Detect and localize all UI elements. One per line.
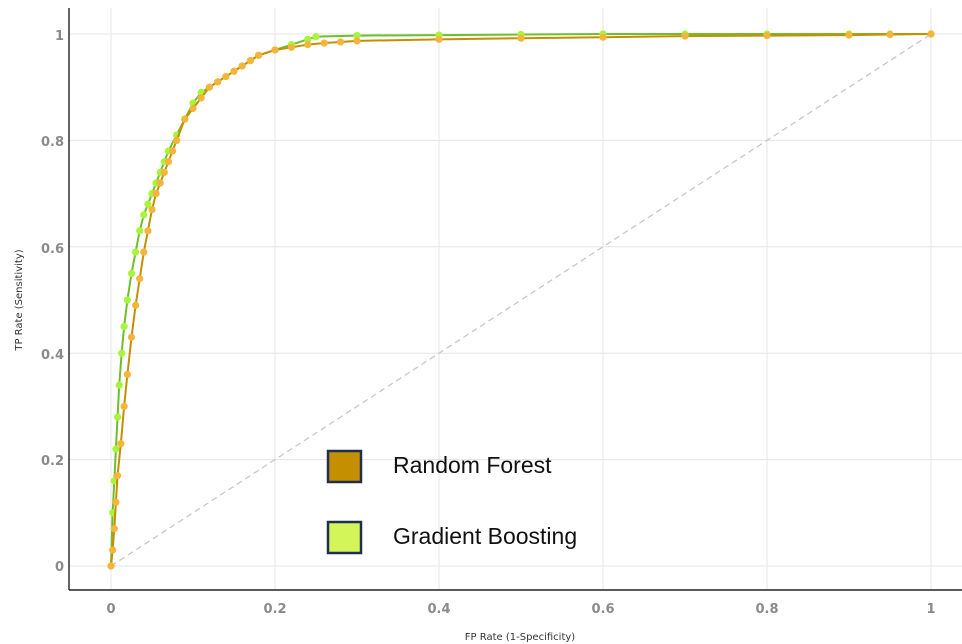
data-point-random-forest — [109, 546, 117, 554]
data-point-random-forest — [255, 51, 263, 59]
y-tick-label: 0.2 — [41, 454, 64, 469]
legend-label-random-forest: Random Forest — [393, 452, 552, 478]
data-point-random-forest — [927, 30, 935, 38]
data-point-random-forest — [156, 179, 164, 187]
x-tick-label: 0 — [106, 602, 115, 617]
data-point-random-forest — [246, 57, 254, 65]
data-point-random-forest — [845, 31, 853, 39]
y-tick-label: 0.6 — [41, 242, 64, 257]
data-point-random-forest — [136, 275, 144, 283]
data-point-random-forest — [148, 205, 156, 214]
data-point-gradient-boosting — [112, 445, 120, 453]
data-point-gradient-boosting — [120, 323, 128, 331]
x-tick-label: 0.4 — [427, 602, 450, 617]
data-point-random-forest — [112, 498, 120, 506]
data-point-random-forest — [127, 333, 136, 341]
data-point-random-forest — [181, 115, 189, 123]
data-point-random-forest — [230, 67, 238, 75]
data-point-random-forest — [271, 46, 279, 54]
data-point-random-forest — [238, 62, 246, 70]
data-point-random-forest — [337, 38, 345, 46]
data-point-random-forest — [152, 190, 160, 198]
x-tick-label: 1 — [926, 602, 935, 617]
data-point-random-forest — [120, 402, 128, 410]
data-point-gradient-boosting — [132, 248, 140, 256]
y-tick-label: 0.4 — [41, 348, 64, 363]
data-point-random-forest — [304, 41, 312, 49]
data-point-random-forest — [117, 440, 125, 448]
data-point-random-forest — [517, 34, 525, 42]
legend-swatch-gradient-boosting — [326, 520, 363, 555]
data-point-random-forest — [110, 525, 118, 533]
data-point-random-forest — [132, 301, 140, 309]
data-point-random-forest — [599, 33, 607, 41]
data-point-gradient-boosting — [353, 31, 361, 40]
legend-label-gradient-boosting: Gradient Boosting — [393, 523, 577, 549]
data-point-random-forest — [113, 471, 122, 480]
data-point-random-forest — [107, 562, 115, 570]
data-point-random-forest — [222, 72, 230, 81]
data-point-gradient-boosting — [312, 33, 320, 41]
y-tick-label: 0.8 — [41, 135, 64, 150]
y-tick-labels: 0 0.2 0.4 0.6 0.8 1 — [41, 29, 64, 575]
data-point-random-forest — [164, 158, 172, 166]
data-point-random-forest — [763, 31, 771, 40]
data-point-gradient-boosting — [140, 211, 148, 219]
data-point-random-forest — [353, 37, 361, 45]
series-line-random-forest — [110, 33, 932, 567]
data-point-random-forest — [681, 32, 689, 40]
x-tick-label: 0.2 — [263, 602, 286, 617]
data-point-gradient-boosting — [123, 296, 131, 304]
series-layer — [107, 30, 935, 570]
data-point-random-forest — [320, 39, 328, 47]
legend: Random Forest Gradient Boosting — [326, 449, 577, 555]
data-point-random-forest — [214, 78, 222, 86]
data-point-random-forest — [168, 147, 177, 155]
data-point-random-forest — [287, 43, 295, 51]
y-tick-label: 1 — [55, 29, 64, 44]
data-point-random-forest — [205, 83, 213, 91]
data-point-gradient-boosting — [118, 349, 126, 357]
x-tick-label: 0.8 — [755, 602, 778, 617]
data-point-random-forest — [123, 370, 131, 379]
data-point-gradient-boosting — [113, 413, 122, 421]
data-point-random-forest — [173, 136, 181, 144]
data-point-gradient-boosting — [136, 227, 144, 235]
diagonal-reference-line — [110, 33, 932, 567]
data-point-random-forest — [140, 248, 148, 256]
data-point-gradient-boosting — [127, 269, 136, 277]
x-axis-title: FP Rate (1-Specificity) — [465, 632, 575, 643]
x-tick-label: 0.6 — [591, 602, 614, 617]
data-point-gradient-boosting — [304, 35, 312, 43]
data-point-random-forest — [886, 30, 894, 39]
data-point-random-forest — [160, 168, 168, 176]
x-tick-labels: 0 0.2 0.4 0.6 0.8 1 — [106, 602, 935, 617]
data-point-gradient-boosting — [144, 200, 152, 208]
data-point-random-forest — [197, 94, 205, 102]
data-point-gradient-boosting — [110, 477, 118, 485]
data-point-random-forest — [189, 104, 197, 113]
data-point-gradient-boosting — [115, 381, 123, 389]
data-point-random-forest — [144, 227, 152, 235]
y-axis-title: TP Rate (Sensitivity) — [14, 249, 25, 351]
y-tick-label: 0 — [55, 560, 64, 575]
grid — [69, 8, 962, 590]
data-point-random-forest — [435, 35, 443, 43]
legend-swatch-random-forest — [326, 449, 363, 484]
